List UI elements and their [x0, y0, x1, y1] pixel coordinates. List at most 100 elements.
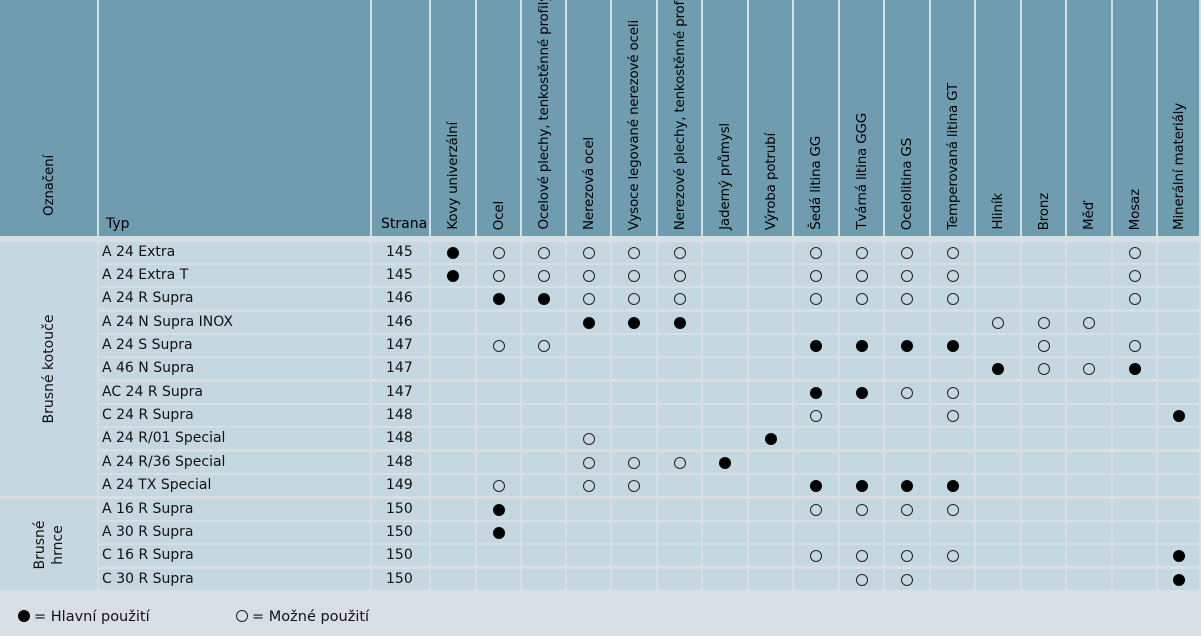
possible-use-icon — [493, 480, 505, 492]
table-cell — [1022, 522, 1065, 543]
table-cell — [703, 452, 747, 473]
table-cell — [840, 545, 883, 566]
typ-text: A 24 R/36 Special — [102, 454, 226, 470]
table-row-typ: AC 24 R Supra — [99, 382, 370, 403]
table-cell — [1067, 382, 1111, 403]
table-cell — [976, 382, 1020, 403]
table-cell — [1067, 569, 1111, 590]
table-cell — [1158, 569, 1199, 590]
typ-text: A 24 S Supra — [102, 337, 193, 353]
typ-text: C 24 R Supra — [102, 407, 194, 423]
group-label: Brusné hrnce — [31, 519, 66, 570]
table-cell — [1067, 522, 1111, 543]
table-cell — [1022, 288, 1065, 309]
header-material-label: Jaderný průmysl — [717, 123, 733, 230]
header-material-label: Měď — [1081, 202, 1097, 230]
table-cell — [1158, 265, 1199, 286]
main-use-icon — [947, 480, 959, 492]
table-cell — [1022, 358, 1065, 379]
table-cell — [931, 242, 974, 263]
header-material-label: Ocel — [490, 200, 507, 230]
table-cell — [431, 335, 475, 356]
table-cell — [1067, 335, 1111, 356]
table-cell — [976, 288, 1020, 309]
header-material: Kovy univerzální — [431, 0, 475, 236]
group-label: Brusné kotouče — [40, 314, 57, 424]
table-cell — [1067, 428, 1111, 449]
table-cell — [431, 499, 475, 520]
table-cell — [976, 405, 1020, 426]
strana-text: 148 — [386, 430, 413, 446]
table-cell — [1158, 545, 1199, 566]
typ-text: A 46 N Supra — [102, 360, 195, 376]
main-use-icon — [765, 433, 777, 445]
table-cell — [431, 242, 475, 263]
possible-use-icon — [810, 247, 822, 259]
possible-use-icon — [583, 293, 595, 305]
header-strana-label: Strana — [381, 216, 428, 232]
main-use-icon — [1173, 550, 1185, 562]
table-cell — [703, 405, 747, 426]
table-cell — [522, 569, 565, 590]
possible-use-icon — [1038, 317, 1050, 329]
possible-use-icon — [538, 270, 550, 282]
table-cell — [931, 545, 974, 566]
table-cell — [477, 382, 520, 403]
main-use-icon — [583, 317, 595, 329]
table-cell — [931, 452, 974, 473]
table-cell — [749, 312, 792, 333]
table-cell — [749, 499, 792, 520]
main-use-icon — [628, 317, 640, 329]
main-use-icon — [810, 480, 822, 492]
table-cell — [658, 545, 701, 566]
table-cell — [794, 382, 838, 403]
typ-text: A 30 R Supra — [102, 524, 194, 540]
table-cell — [1067, 405, 1111, 426]
table-row-typ: A 24 Extra T — [99, 265, 370, 286]
main-use-icon — [947, 340, 959, 352]
header-material-label: Ocelolitina GS — [899, 137, 915, 230]
main-use-icon — [856, 480, 868, 492]
table-cell — [431, 428, 475, 449]
possible-use-icon — [856, 574, 868, 586]
table-cell — [658, 242, 701, 263]
table-cell — [567, 545, 610, 566]
table-row-typ: A 24 Extra — [99, 242, 370, 263]
table-cell — [431, 452, 475, 473]
table-cell — [477, 288, 520, 309]
table-cell — [885, 265, 929, 286]
table-cell — [794, 475, 838, 496]
table-cell — [885, 522, 929, 543]
possible-use-icon — [856, 504, 868, 516]
table-cell — [522, 452, 565, 473]
possible-use-icon — [947, 387, 959, 399]
table-cell — [794, 335, 838, 356]
table-cell — [1158, 499, 1199, 520]
table-cell — [885, 405, 929, 426]
group-brusne-kotouce: Brusné kotouče — [0, 242, 97, 496]
table-cell — [612, 288, 656, 309]
header-material: Tvárná litina GGG — [840, 0, 883, 236]
possible-use-icon — [1038, 363, 1050, 375]
table-row-strana: 148 — [372, 405, 429, 426]
table-cell — [612, 428, 656, 449]
table-cell — [1022, 382, 1065, 403]
strana-text: 150 — [386, 571, 413, 587]
table-cell — [794, 265, 838, 286]
table-row-strana: 147 — [372, 335, 429, 356]
table-row-strana: 148 — [372, 428, 429, 449]
table-cell — [1113, 335, 1156, 356]
possible-use-icon — [583, 457, 595, 469]
strana-text: 148 — [386, 407, 413, 423]
table-cell — [976, 358, 1020, 379]
table-cell — [477, 335, 520, 356]
table-cell — [794, 358, 838, 379]
header-material: Ocelové plechy, tenkostěnné profily — [522, 0, 565, 236]
table-cell — [431, 382, 475, 403]
possible-use-icon — [901, 270, 913, 282]
table-cell — [612, 358, 656, 379]
header-material: Nerezová ocel — [567, 0, 610, 236]
table-cell — [1113, 405, 1156, 426]
strana-text: 150 — [386, 524, 413, 540]
header-material-label: Temperovaná litina GT — [944, 83, 961, 230]
